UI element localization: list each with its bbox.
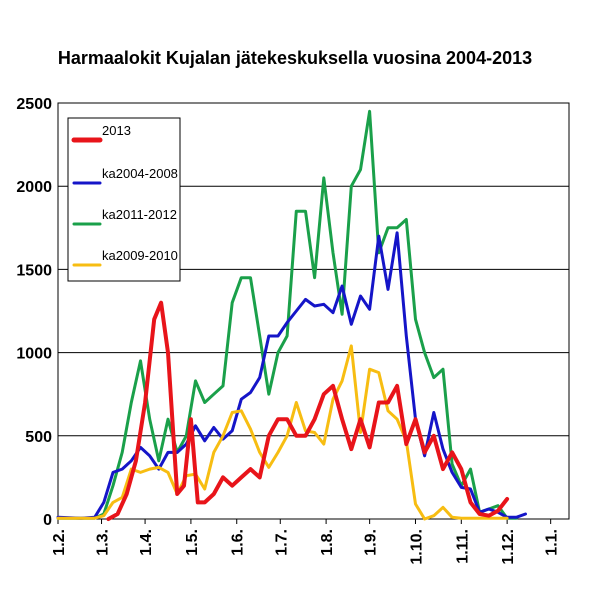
x-tick-label: 1.3. <box>95 529 112 556</box>
x-tick-label: 1.6. <box>230 529 247 556</box>
chart-title: Harmaalokit Kujalan jätekeskuksella vuos… <box>58 48 532 68</box>
legend-label: ka2004-2008 <box>102 166 178 181</box>
series-line-ka2009-2010 <box>56 344 509 521</box>
x-tick-label: 1.12. <box>500 529 517 565</box>
legend-label: ka2011-2012 <box>102 207 177 222</box>
series-line-2013 <box>106 300 510 521</box>
x-tick-label: 1.7. <box>273 529 290 556</box>
x-axis: 1.2. 1.3. 1.4. 1.5. 1.6. 1.7. 1.8. 1.9. 1.10. 1.1… <box>51 519 561 565</box>
plot-area <box>57 102 570 520</box>
series-line-ka2011-2012 <box>56 109 518 520</box>
legend-label: 2013 <box>102 123 131 138</box>
x-tick-label: 1.9. <box>363 529 380 556</box>
x-tick-label: 1.10. <box>408 529 425 565</box>
x-tick-label: 1.5. <box>184 529 201 556</box>
y-tick-label: 2000 <box>16 179 52 196</box>
x-tick-label: 1.2. <box>51 529 68 556</box>
series-layer <box>56 109 527 521</box>
x-tick-label: 1.1. <box>544 529 561 556</box>
y-tick-label: 1500 <box>16 262 52 279</box>
legend-label: ka2009-2010 <box>102 248 178 263</box>
x-tick-label: 1.8. <box>319 529 336 556</box>
legend-box <box>67 117 181 282</box>
x-tick-label: 1.11. <box>454 529 471 564</box>
y-tick-label: 500 <box>25 429 52 446</box>
y-tick-label: 2500 <box>16 96 52 113</box>
series-line-ka2004-2008 <box>56 231 527 520</box>
y-tick-label: 1000 <box>16 346 52 363</box>
x-tick-label: 1.4. <box>138 529 155 556</box>
legend: 2013 ka2004-2008 ka2011-2012 ka2009-2010 <box>67 117 181 282</box>
y-axis: 0 500 1000 1500 2000 2500 <box>16 96 52 529</box>
y-tick-label: 0 <box>43 512 52 529</box>
